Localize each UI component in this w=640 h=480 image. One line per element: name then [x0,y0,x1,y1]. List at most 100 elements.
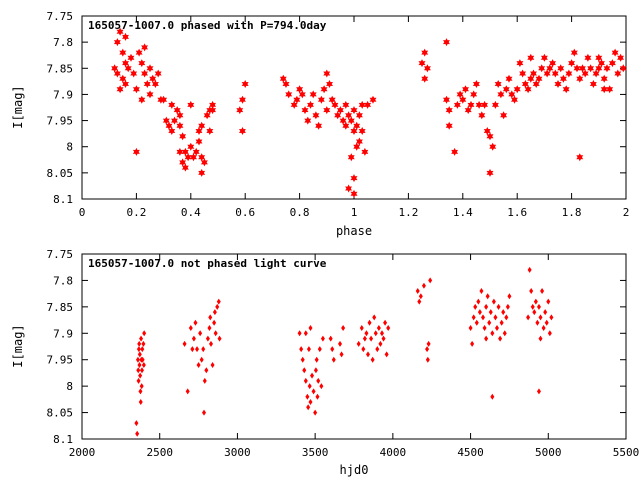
data-point [302,367,307,374]
x-tick-label: 2500 [146,446,173,459]
data-point [546,298,551,305]
data-point [331,356,336,363]
data-point [317,346,322,353]
data-point [497,90,505,99]
data-point [198,121,206,130]
data-point [540,53,548,62]
data-point [557,64,565,73]
data-point [136,377,141,384]
data-point [488,309,493,316]
data-point [323,69,331,78]
data-point [464,106,472,115]
data-point [303,377,308,384]
data-point [179,158,187,167]
data-point [200,158,208,167]
data-point [184,153,192,162]
x-tick-label: 3500 [302,446,329,459]
data-point [470,90,478,99]
data-point [598,59,605,68]
data-point [473,303,478,310]
data-point [603,64,611,73]
data-point [122,80,129,88]
data-point [176,121,184,130]
data-point [470,340,475,347]
data-point [282,80,290,88]
data-point [428,277,433,284]
data-point [554,80,562,88]
data-point [364,330,369,337]
data-point [369,95,377,104]
data-point [418,59,426,68]
data-point [124,64,132,73]
data-point [359,325,364,331]
data-point [474,319,479,326]
data-point [122,59,129,68]
x-tick-label: 2000 [69,446,96,459]
data-point [484,335,489,342]
data-point [524,85,532,94]
y-tick-label: 8.1 [53,193,73,206]
data-point [532,80,540,88]
y-tick-label: 7.9 [53,327,73,340]
data-point [195,137,203,146]
data-point [505,74,513,83]
data-point [479,288,484,294]
data-point [486,132,494,141]
data-point [494,325,499,331]
data-point [383,319,388,326]
data-point [538,335,543,342]
data-point [290,100,298,109]
data-point [188,325,193,331]
y-tick-label: 7.8 [53,274,73,287]
data-point [527,53,535,62]
data-point [152,80,159,88]
data-point [192,147,200,156]
data-point [543,309,548,316]
data-point [345,184,352,193]
data-point [191,335,196,342]
data-point [489,142,497,151]
data-point [139,335,144,342]
y-tick-label: 8 [66,380,73,393]
data-point [132,147,140,156]
data-point [467,100,475,109]
data-point [560,74,567,83]
y-tick-label: 7.95 [47,354,74,367]
data-point [217,335,222,342]
x-tick-label: 1.4 [453,206,473,219]
data-point [314,356,319,363]
top-x-axis-label: phase [336,224,372,238]
data-point [483,127,491,135]
data-point [313,409,318,416]
data-point [543,69,551,78]
data-point [353,142,361,151]
data-point [490,330,495,337]
data-point [481,100,488,109]
data-point [313,367,318,374]
bottom-points [134,266,554,437]
data-point [119,48,127,57]
data-point [140,346,145,353]
data-point [358,100,366,109]
data-point [241,80,249,88]
data-point [589,80,597,88]
data-point [501,309,506,316]
data-point [477,309,482,316]
data-point [573,64,581,73]
data-point [417,298,422,305]
data-point [513,85,521,94]
data-point [146,90,154,99]
data-point [138,59,146,68]
data-point [187,100,195,109]
data-point [482,325,487,331]
data-point [168,127,176,135]
data-point [239,95,246,104]
data-point [315,393,320,400]
data-point [533,298,538,305]
data-point [285,90,293,99]
data-point [600,74,608,83]
data-point [614,69,622,78]
data-point [445,121,453,130]
top-y-axis-label: I[mag] [11,85,25,128]
